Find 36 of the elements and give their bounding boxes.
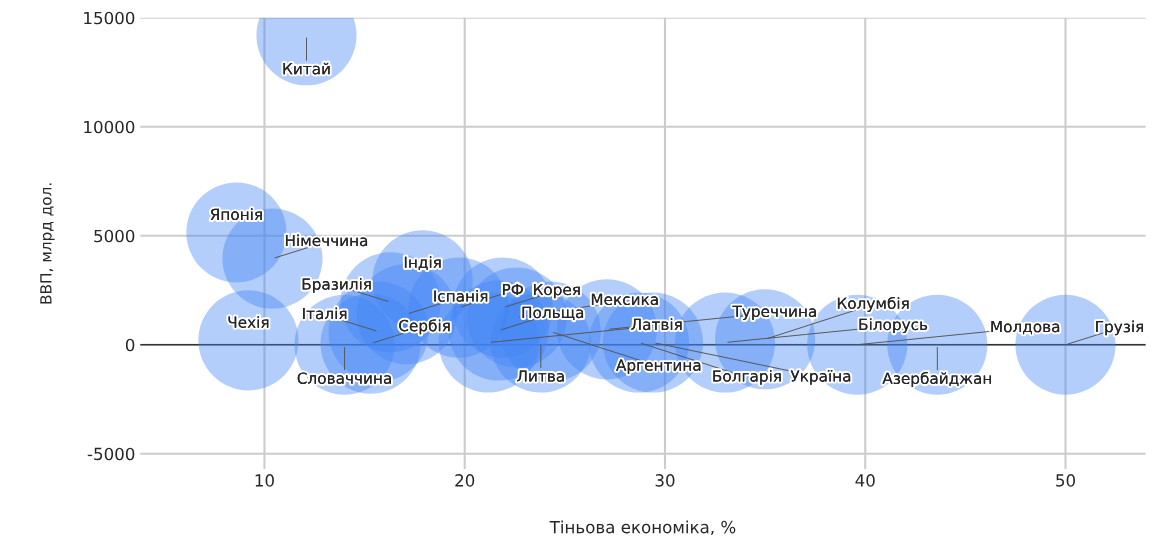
x-axis-title: Тіньова економіка, % (549, 520, 736, 536)
y-tick-label: 15000 (84, 11, 135, 25)
annotation: Латвія (631, 318, 682, 331)
annotation: Туреччина (732, 305, 816, 321)
annotation: Словаччина (297, 372, 391, 384)
y-axis-title: ВВП, млрд дол. (40, 183, 55, 304)
annotation: Корея (534, 283, 580, 299)
annotation: Японія (210, 208, 262, 221)
annotation: Китай (283, 62, 330, 75)
y-tick-label: 5000 (94, 229, 135, 243)
y-tick-label: -5000 (87, 447, 135, 461)
annotation: Бразилія (302, 278, 371, 293)
annotation: Італія (303, 307, 347, 320)
annotation: Болгарія (713, 369, 781, 385)
annotation: Азербайджан (882, 371, 991, 388)
annotation: Іспанія (434, 290, 488, 302)
annotation: РФ (503, 283, 523, 296)
annotation: Чехія (228, 316, 269, 328)
annotation: Німеччина (285, 234, 368, 247)
annotation: Сербія (399, 319, 450, 335)
x-tick-label: 20 (455, 474, 475, 487)
y-tick-label: 10000 (84, 120, 135, 134)
annotation: Україна (790, 369, 851, 385)
x-tick-label: 10 (255, 474, 274, 487)
annotation: Колумбія (837, 296, 909, 312)
annotation: Молдова (991, 320, 1060, 335)
x-tick-label: 40 (855, 474, 875, 487)
y-tick-label: 0 (125, 338, 135, 352)
x-tick-label: 50 (1056, 474, 1076, 487)
annotation: Мексика (591, 293, 658, 306)
annotation: Індія (404, 256, 441, 270)
annotation: Литва (517, 370, 564, 382)
annotation: Білорусь (859, 318, 928, 334)
annotation: Аргентина (616, 359, 701, 374)
x-tick-label: 30 (655, 474, 675, 487)
annotation: Грузія (1096, 320, 1144, 336)
